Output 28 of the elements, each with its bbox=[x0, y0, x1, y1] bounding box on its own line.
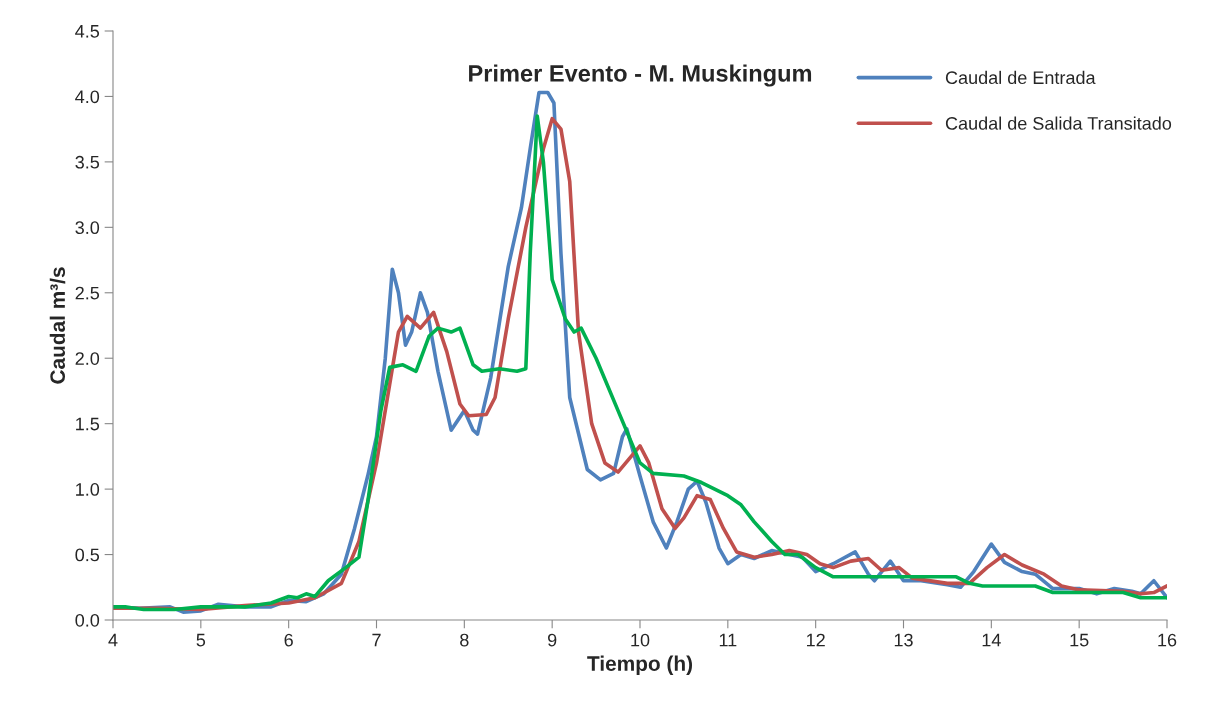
x-tick-label: 9 bbox=[547, 633, 557, 647]
text: Primer Evento - M. Muskingum bbox=[469, 64, 812, 87]
y-tick-label: 3.5 bbox=[75, 155, 100, 169]
x-tick-label: 12 bbox=[807, 633, 825, 647]
x-tick-label: 10 bbox=[631, 633, 650, 647]
x-tick-label: 8 bbox=[460, 633, 469, 647]
y-tick-label: 4.0 bbox=[75, 90, 100, 104]
x-tick-label: 15 bbox=[1070, 633, 1089, 647]
y-axis-title: Caudal m³/s bbox=[49, 267, 66, 384]
y-tick-label: 3.0 bbox=[75, 221, 100, 235]
y-tick-label: 0.5 bbox=[75, 548, 100, 562]
x-tick-label: 4 bbox=[108, 633, 118, 647]
x-tick-label: 11 bbox=[719, 633, 737, 647]
x-tick-label: 14 bbox=[982, 633, 1001, 647]
y-tick-label: 2.5 bbox=[75, 286, 100, 300]
y-tick-label: 1.5 bbox=[76, 417, 100, 431]
x-tick-label: 16 bbox=[1158, 633, 1177, 647]
y-tick-label: 4.5 bbox=[75, 25, 100, 38]
x-tick-label: 7 bbox=[372, 633, 381, 647]
y-tick-label: 1.0 bbox=[76, 483, 100, 496]
x-tick-label: 13 bbox=[894, 633, 913, 647]
x-tick-label: 5 bbox=[196, 633, 206, 647]
y-tick-label: 2.0 bbox=[75, 352, 100, 365]
x-axis-title: Tiempo (h) bbox=[587, 655, 693, 675]
legend-label: Caudal de Entrada bbox=[945, 70, 1096, 85]
y-tick-label: 0.0 bbox=[75, 613, 100, 627]
x-tick-label: 6 bbox=[284, 633, 293, 647]
legend-label: Caudal de Salida Transitado bbox=[945, 116, 1172, 130]
